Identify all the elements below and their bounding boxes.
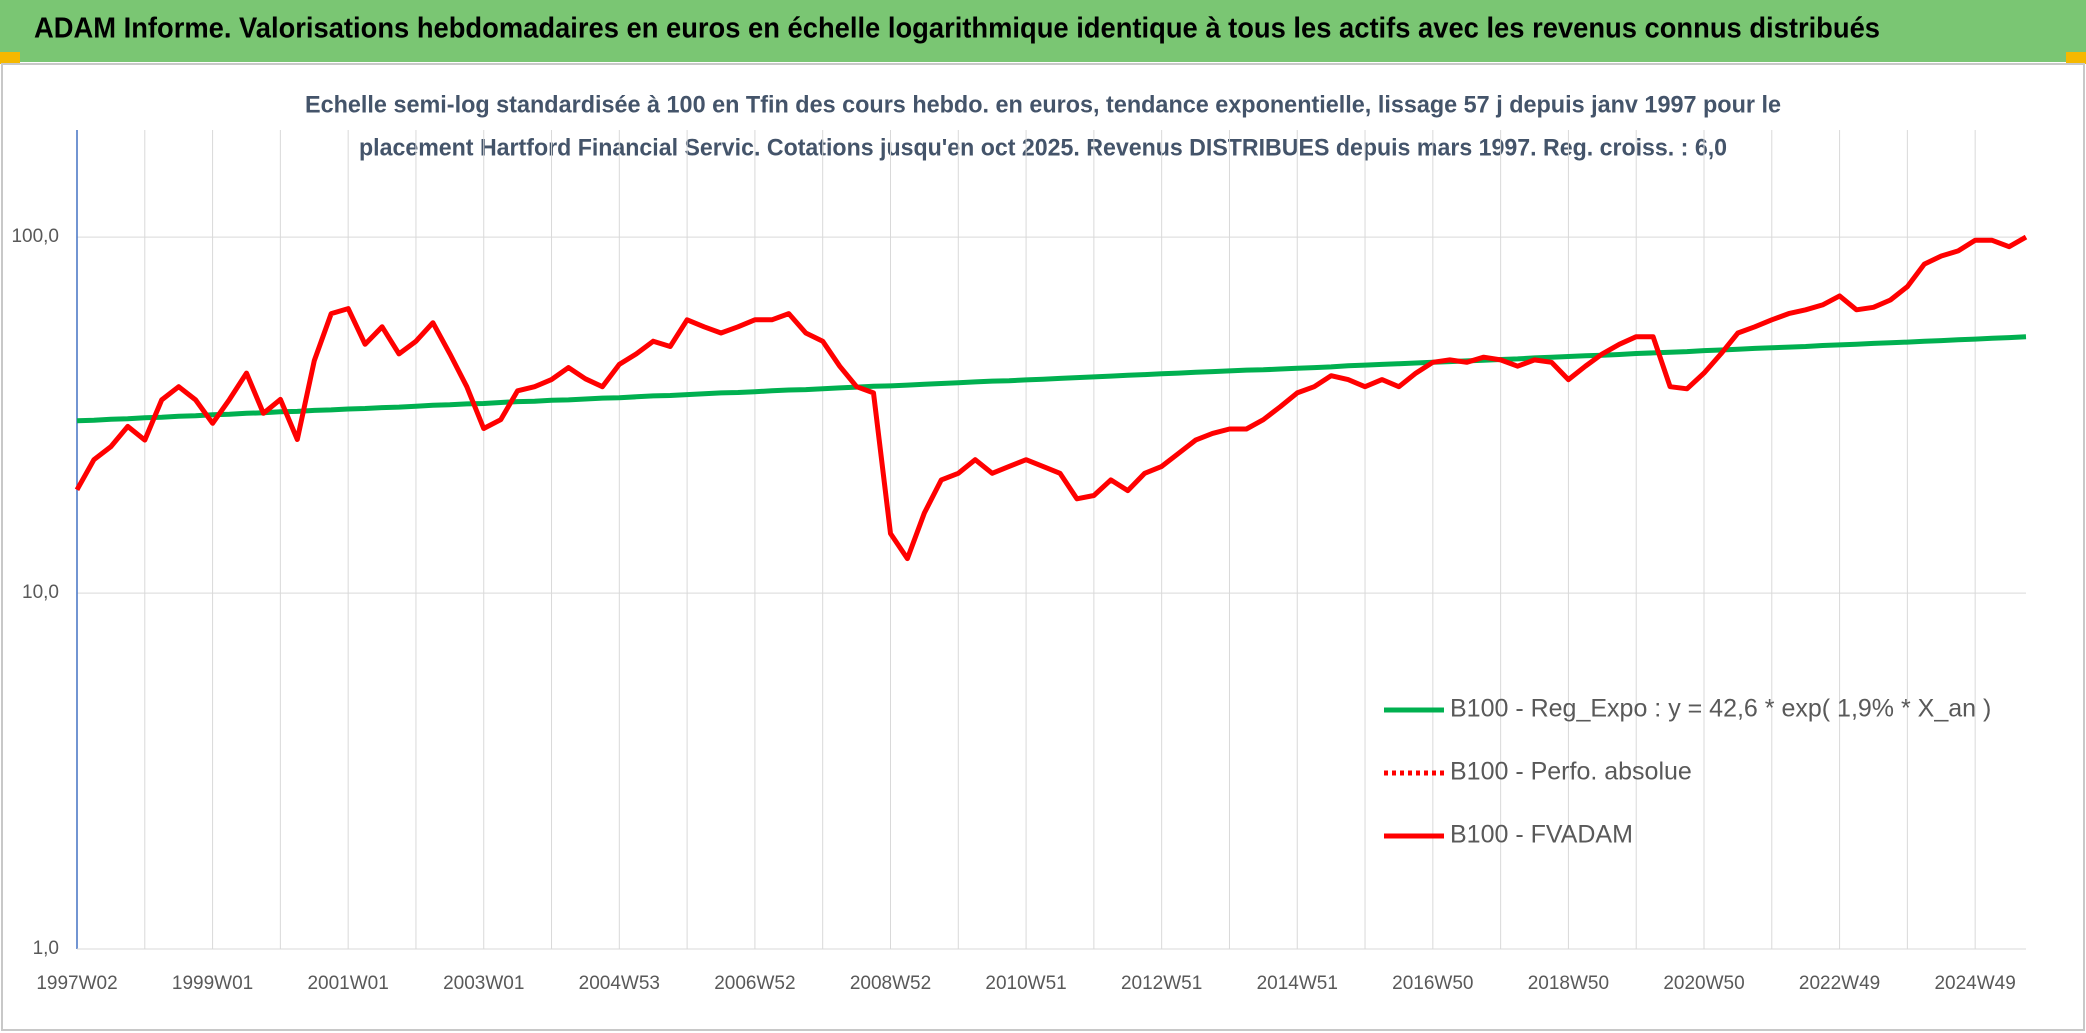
x-tick-label: 2006W52	[714, 973, 795, 994]
x-tick-label: 2012W51	[1121, 973, 1202, 994]
x-tick-label: 1997W02	[36, 973, 117, 994]
corner-mark	[2066, 52, 2086, 64]
header-band	[0, 0, 2086, 62]
x-tick-label: 2018W50	[1528, 973, 1609, 994]
x-tick-label: 2014W51	[1257, 973, 1338, 994]
x-tick-label: 2008W52	[850, 973, 931, 994]
x-tick-label: 2004W53	[579, 973, 660, 994]
chart-subtitle: Echelle semi-log standardisée à 100 en T…	[305, 91, 1781, 118]
chart-frame	[1, 63, 2085, 1031]
page-title: ADAM Informe. Valorisations hebdomadaire…	[34, 13, 1880, 45]
x-tick-label: 2001W01	[307, 973, 388, 994]
corner-mark	[0, 52, 20, 64]
x-tick-label: 2003W01	[443, 973, 524, 994]
legend-label: B100 - Perfo. absolue	[1450, 758, 1692, 786]
legend-label: B100 - Reg_Expo : y = 42,6 * exp( 1,9% *…	[1450, 695, 1991, 723]
x-tick-label: 2020W50	[1663, 973, 1744, 994]
x-tick-label: 2022W49	[1799, 973, 1880, 994]
legend-label: B100 - FVADAM	[1450, 821, 1633, 849]
series-line	[76, 334, 2027, 424]
x-tick-label: 2024W49	[1934, 973, 2015, 994]
x-tick-label: 1999W01	[172, 973, 253, 994]
plot-area: 1,0 10,0 100,0 1997W02 1999W01 2001W01 2003W01…	[11, 130, 2028, 994]
y-tick-label: 100,0	[11, 226, 59, 247]
y-tick-label: 1,0	[33, 938, 59, 959]
chart-subtitle: placement Hartford Financial Servic. Cot…	[359, 134, 1727, 161]
x-tick-label: 2016W50	[1392, 973, 1473, 994]
x-tick-label: 2010W51	[985, 973, 1066, 994]
y-tick-label: 10,0	[22, 582, 59, 603]
series-line	[74, 234, 2028, 562]
